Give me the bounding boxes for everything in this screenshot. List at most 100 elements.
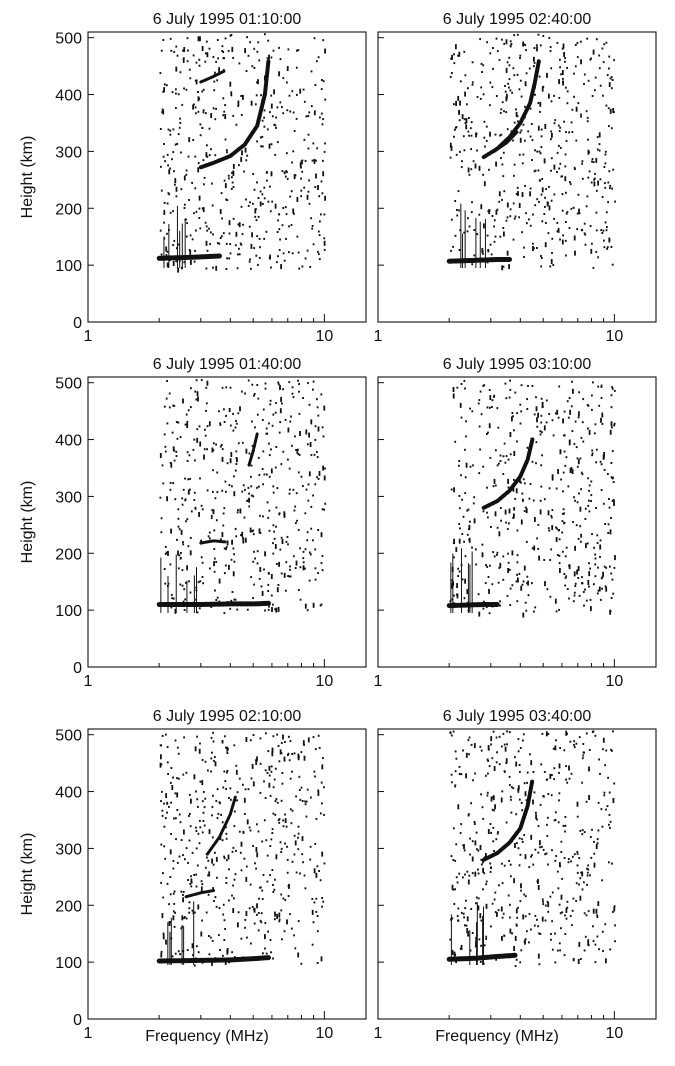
echo-point: [583, 831, 586, 834]
echo-point: [256, 823, 258, 826]
x-tick-label: 10: [605, 328, 623, 345]
echo-point: [172, 404, 175, 407]
echo-point: [254, 557, 256, 560]
echo-point: [523, 246, 525, 249]
echo-point: [315, 872, 318, 878]
echo-point: [262, 515, 264, 518]
x-tick-label: 10: [315, 1025, 333, 1042]
echo-point: [225, 149, 228, 152]
echo-point: [593, 862, 596, 868]
echo-point: [301, 853, 304, 856]
echo-point: [187, 879, 189, 881]
echo-point: [549, 595, 552, 598]
echo-point: [324, 502, 327, 505]
echo-point: [467, 739, 470, 742]
echo-point: [604, 153, 607, 156]
echo-point: [263, 125, 266, 128]
echo-point: [471, 546, 473, 549]
echo-point: [610, 394, 613, 397]
echo-point: [551, 920, 553, 923]
echo-point: [493, 395, 495, 398]
echo-point: [554, 598, 557, 604]
echo-point: [506, 528, 509, 531]
echo-point: [608, 813, 611, 816]
echo-point: [233, 956, 236, 959]
echo-point: [463, 916, 465, 919]
echo-point: [553, 217, 555, 220]
echo-point: [589, 225, 592, 227]
echo-point: [250, 243, 253, 249]
echo-point: [186, 518, 189, 521]
echo-point: [171, 91, 174, 94]
echo-point: [264, 609, 266, 612]
echo-point: [489, 870, 492, 873]
echo-point: [182, 57, 185, 63]
echo-point: [577, 416, 580, 419]
echo-point: [558, 130, 561, 133]
echo-point: [212, 740, 215, 743]
echo-point: [594, 734, 597, 737]
echo-point: [588, 795, 590, 800]
echo-point: [492, 485, 495, 488]
echo-point: [199, 580, 202, 583]
y-tick-label: 200: [55, 546, 82, 563]
echo-point: [600, 229, 603, 232]
echo-point: [305, 488, 308, 491]
echo-point: [513, 507, 515, 510]
echo-point: [483, 600, 485, 603]
echo-point: [503, 770, 506, 773]
echo-point: [222, 512, 225, 515]
echo-point: [317, 253, 320, 256]
echo-point: [584, 935, 587, 938]
plot-frame: [377, 31, 657, 323]
echo-point: [550, 169, 552, 172]
echo-point: [608, 791, 611, 794]
echo-point: [595, 250, 598, 253]
echo-point: [232, 186, 235, 188]
echo-point: [593, 177, 596, 180]
echo-point: [216, 817, 219, 820]
echo-point: [492, 47, 494, 49]
echo-point: [519, 770, 521, 773]
echo-point: [453, 103, 455, 106]
echo-point: [172, 860, 175, 862]
echo-point: [559, 949, 561, 952]
echo-point: [496, 911, 498, 917]
echo-point: [280, 909, 283, 912]
echo-point: [181, 569, 184, 572]
echo-point: [251, 530, 254, 533]
echo-point: [544, 853, 546, 856]
echo-point: [214, 761, 217, 767]
echo-point: [213, 80, 216, 83]
echo-point: [534, 93, 536, 96]
echo-point: [278, 912, 281, 918]
echo-point: [604, 186, 607, 189]
echo-point: [534, 606, 537, 609]
echo-point: [588, 499, 590, 502]
echo-point: [197, 167, 200, 173]
echo-point: [166, 746, 169, 748]
echo-point: [261, 145, 264, 148]
echo-point: [593, 432, 596, 435]
echo-point: [570, 772, 573, 775]
echo-point: [175, 195, 178, 198]
echo-point: [215, 560, 218, 563]
echo-point: [288, 735, 290, 738]
echo-point: [190, 510, 193, 513]
echo-point: [273, 123, 276, 126]
echo-point: [524, 601, 527, 604]
echo-point: [518, 572, 521, 575]
echo-point: [498, 735, 501, 738]
echo-point: [268, 454, 271, 457]
echo-point: [475, 831, 478, 834]
echo-point: [498, 191, 501, 197]
echo-point: [212, 449, 215, 452]
echo-point: [467, 87, 469, 90]
echo-point: [294, 435, 296, 438]
echo-point: [590, 500, 592, 502]
echo-point: [519, 747, 522, 749]
echo-point: [521, 192, 524, 198]
echo-point: [237, 911, 240, 914]
echo-point: [252, 202, 254, 205]
echo-point: [494, 911, 497, 914]
